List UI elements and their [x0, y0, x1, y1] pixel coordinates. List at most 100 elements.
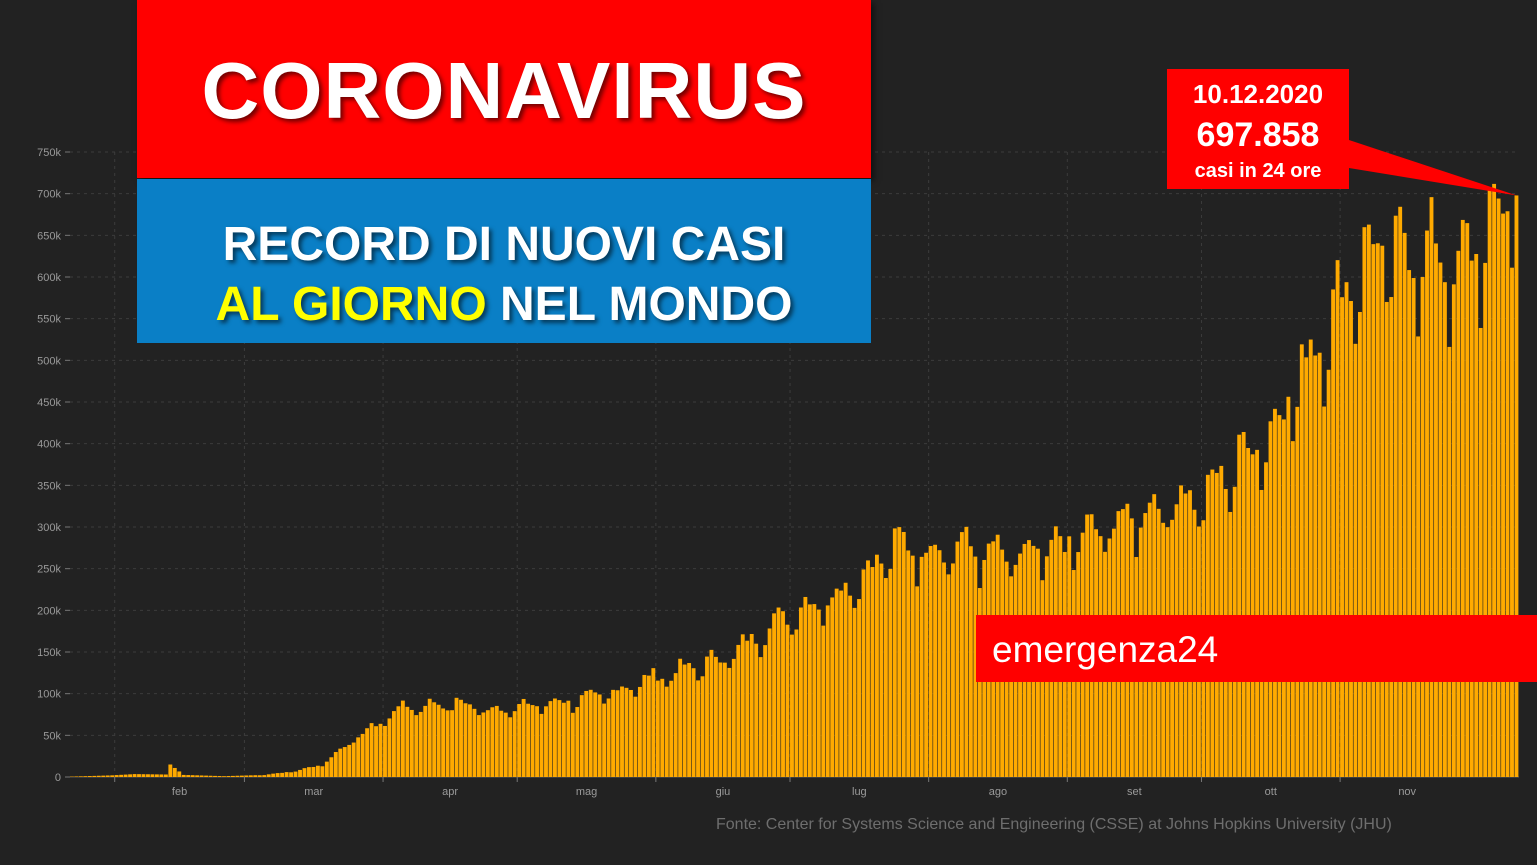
daily-cases-bar — [333, 752, 338, 777]
daily-cases-bar — [678, 658, 683, 777]
daily-cases-bar — [266, 774, 271, 777]
daily-cases-bar — [1273, 408, 1277, 777]
daily-cases-bar — [611, 689, 616, 777]
daily-cases-bar — [1487, 187, 1492, 777]
daily-cases-bar — [579, 695, 584, 777]
daily-cases-bar — [821, 625, 826, 777]
daily-cases-bar — [1469, 260, 1474, 778]
daily-cases-bar — [1313, 355, 1318, 777]
daily-cases-bar — [620, 686, 624, 777]
daily-cases-bar — [459, 699, 463, 777]
daily-cases-bar — [825, 605, 830, 777]
daily-cases-bar — [1268, 421, 1273, 777]
daily-cases-bar — [843, 582, 848, 777]
y-tick-label: 100k — [37, 689, 61, 701]
daily-cases-bar — [1492, 183, 1497, 777]
daily-cases-bar — [512, 711, 517, 777]
daily-cases-bar — [213, 775, 217, 777]
x-tick-label: mag — [576, 786, 597, 798]
daily-cases-bar — [1505, 211, 1510, 777]
daily-cases-bar — [476, 715, 481, 777]
daily-cases-bar — [848, 595, 853, 777]
daily-cases-bar — [1299, 344, 1304, 777]
daily-cases-bar — [141, 774, 146, 777]
x-axis-ticks: feb mar apr mag giu lug ago set ott nov — [172, 786, 1417, 798]
source-text: Fonte: Center for Systems Science and En… — [716, 816, 1392, 833]
daily-cases-bar — [436, 704, 441, 777]
daily-cases-bar — [168, 764, 173, 777]
callout-value: 697.858 — [1196, 116, 1320, 154]
daily-cases-bar — [87, 776, 92, 777]
daily-cases-bar — [606, 698, 611, 777]
y-tick-label: 750k — [37, 147, 61, 159]
daily-cases-bar — [128, 774, 133, 777]
daily-cases-bar — [664, 686, 669, 777]
daily-cases-bar — [177, 771, 182, 777]
daily-cases-bar — [329, 757, 334, 777]
y-tick-label: 650k — [37, 230, 61, 242]
daily-cases-bar — [830, 597, 835, 777]
daily-cases-bar — [669, 680, 674, 777]
callout-label: casi in 24 ore — [1194, 160, 1322, 182]
daily-cases-bar — [235, 775, 240, 777]
daily-cases-bar — [92, 775, 97, 777]
daily-cases-bar — [351, 742, 356, 777]
x-tick-label: giu — [716, 786, 731, 798]
daily-cases-bar — [924, 552, 929, 777]
daily-cases-bar — [324, 761, 329, 777]
daily-cases-bar — [123, 774, 128, 777]
y-tick-label: 600k — [37, 272, 61, 284]
daily-cases-bar — [539, 713, 544, 777]
daily-cases-bar — [758, 657, 763, 777]
daily-cases-bar — [588, 689, 593, 777]
brand-text: emergenza24 — [992, 629, 1219, 670]
daily-cases-bar — [816, 609, 821, 777]
daily-cases-bar — [1362, 227, 1367, 777]
title-banner: CORONAVIRUS — [137, 0, 871, 178]
daily-cases-bar — [1353, 343, 1358, 777]
daily-cases-bar — [356, 737, 361, 777]
daily-cases-bar — [915, 586, 920, 777]
daily-cases-bar — [946, 574, 951, 777]
daily-cases-bar — [660, 678, 665, 777]
daily-cases-bar — [204, 775, 209, 777]
daily-cases-bar — [709, 649, 714, 777]
y-tick-label: 150k — [37, 647, 61, 659]
daily-cases-bar — [1389, 297, 1394, 777]
callout-date: 10.12.2020 — [1192, 79, 1324, 109]
daily-cases-bar — [942, 562, 946, 777]
daily-cases-bar — [544, 706, 548, 777]
daily-cases-bar — [977, 588, 982, 777]
daily-cases-bar — [307, 767, 311, 777]
daily-cases-bar — [119, 774, 124, 777]
daily-cases-bar — [1384, 301, 1389, 777]
subtitle-banner: RECORD DI NUOVI CASI AL GIORNO NEL MONDO — [137, 179, 871, 343]
daily-cases-bar — [964, 526, 969, 777]
daily-cases-bar — [1331, 289, 1336, 777]
daily-cases-bar — [798, 607, 803, 777]
daily-cases-bar — [1460, 219, 1465, 778]
daily-cases-bar — [919, 556, 924, 777]
daily-cases-bar — [879, 563, 884, 777]
daily-cases-bar — [642, 674, 647, 777]
y-tick-label: 50k — [43, 730, 61, 742]
daily-cases-bar — [392, 711, 396, 777]
y-tick-label: 250k — [37, 564, 61, 576]
daily-cases-bar — [906, 550, 911, 777]
daily-cases-bar — [320, 766, 325, 777]
daily-cases-bar — [700, 676, 705, 777]
daily-cases-bar — [888, 568, 893, 777]
subtitle-line-1: RECORD DI NUOVI CASI — [222, 218, 786, 271]
daily-cases-bar — [691, 668, 696, 777]
daily-cases-bar — [1358, 311, 1362, 777]
daily-cases-bar — [1308, 339, 1313, 777]
x-tick-label: ott — [1265, 786, 1277, 798]
daily-cases-bar — [101, 775, 106, 777]
daily-cases-bar — [360, 733, 365, 777]
daily-cases-bar — [271, 773, 276, 777]
daily-cases-bar — [910, 555, 915, 777]
daily-cases-bar — [763, 645, 768, 777]
daily-cases-bar — [705, 656, 709, 777]
daily-cases-bar — [275, 773, 280, 777]
daily-cases-bar — [1340, 297, 1344, 777]
